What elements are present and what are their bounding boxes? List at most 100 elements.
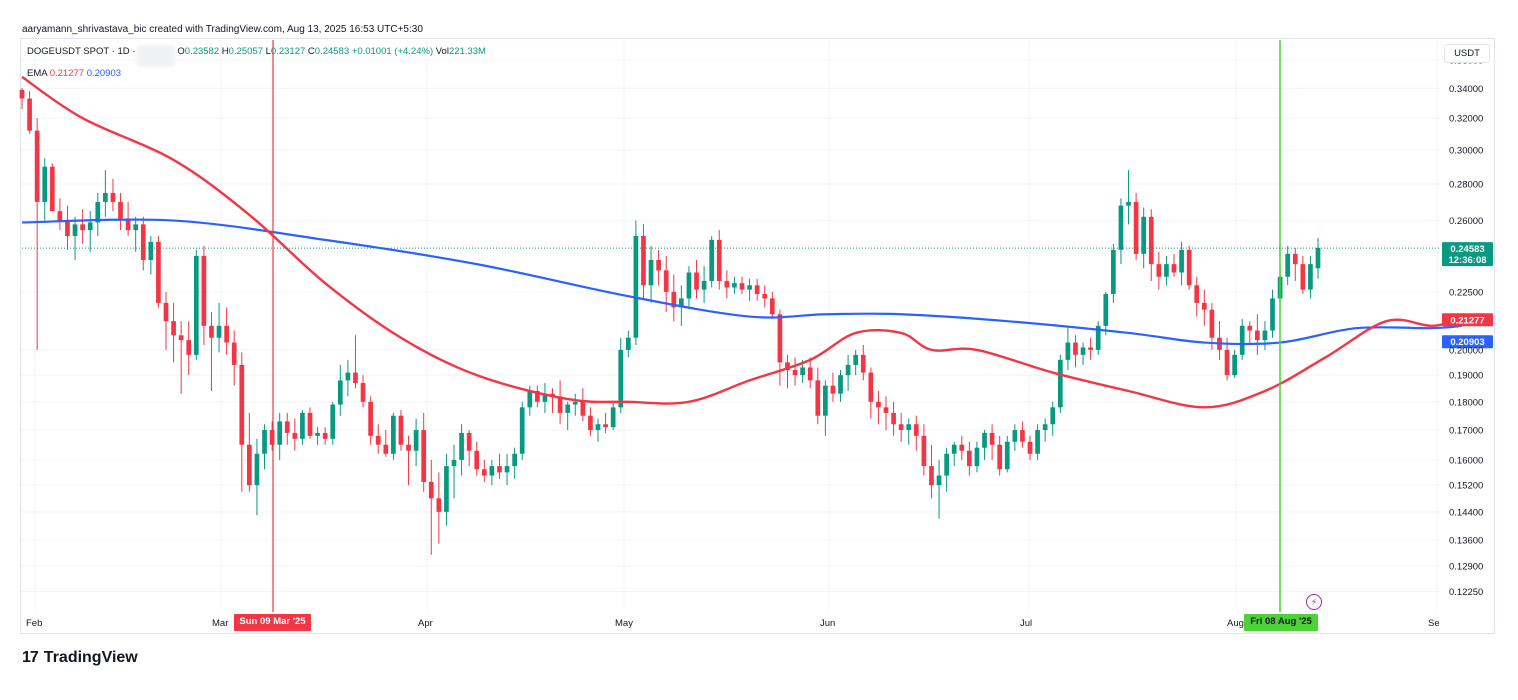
candle-up (709, 235, 715, 288)
candle-down (929, 444, 934, 499)
candle-up (254, 438, 260, 516)
ema1-tag-text: 0.21277 (1450, 315, 1484, 326)
candle-body (542, 393, 548, 402)
candles (19, 88, 1321, 555)
candle-down (171, 302, 176, 363)
candle-body (315, 432, 320, 436)
candle-body (330, 404, 336, 439)
candle-down (1073, 335, 1078, 368)
candle-body (891, 412, 896, 425)
candle-body (451, 459, 457, 467)
candle-body (345, 372, 351, 381)
candle-body (292, 432, 298, 439)
candle-down (118, 192, 123, 231)
date-tag-right-text: Fri 08 Aug '25 (1250, 616, 1312, 627)
candle-up (1080, 342, 1086, 365)
candle-body (1148, 216, 1154, 265)
candle-body (535, 390, 540, 402)
candle-body (1285, 253, 1291, 277)
candle-down (1088, 337, 1093, 360)
candle-body (716, 239, 722, 281)
candle-body (231, 342, 237, 365)
candle-up (701, 266, 707, 303)
candle-up (345, 359, 351, 397)
candle-body (982, 432, 987, 448)
candle-body (95, 201, 101, 223)
candle-body (769, 298, 775, 315)
legend: DOGEUSDT SPOT · 1D · O0.23582 H0.25057 L0… (27, 45, 486, 81)
candle-down (724, 270, 730, 299)
legend-open-label: O (177, 46, 185, 57)
candle-down (1148, 209, 1154, 281)
candle-body (27, 98, 32, 131)
candle-down (1020, 421, 1025, 448)
candle-body (1073, 342, 1078, 355)
candle-body (360, 383, 366, 402)
candle-body (504, 466, 510, 473)
legend-symbol[interactable]: DOGEUSDT SPOT · 1D · (27, 46, 136, 57)
candle-up (1285, 245, 1291, 286)
candle-body (648, 260, 654, 286)
currency-button[interactable]: USDT (1444, 44, 1490, 63)
candle-body (1171, 264, 1177, 273)
candle-up (337, 364, 343, 416)
candle-up (133, 216, 139, 252)
candle-up (648, 245, 654, 303)
ema-blue-line (21, 218, 1463, 346)
candle-up (277, 412, 283, 460)
candle-body (307, 412, 313, 436)
legend-ema-label[interactable]: EMA (27, 68, 48, 79)
candle-body (42, 166, 48, 202)
candle-body (1239, 325, 1245, 355)
candle-body (239, 364, 245, 445)
legend-high-label: H (221, 46, 229, 57)
candle-down (535, 385, 540, 408)
y-tick-label: 0.19000 (1449, 371, 1483, 382)
candle-body (216, 325, 222, 338)
candle-down (1300, 255, 1306, 295)
candle-body (663, 270, 669, 292)
candle-up (1004, 435, 1010, 473)
candle-down (868, 367, 874, 419)
legend-ema1: 0.21277 (49, 68, 85, 79)
candle-down (34, 118, 40, 350)
candle-up (732, 276, 737, 295)
candle-body (428, 481, 434, 499)
candle-body (178, 335, 184, 341)
tv-logo-icon: 17 (22, 649, 39, 666)
candle-down (641, 224, 646, 299)
tradingview-logo[interactable]: 17 TradingView (22, 648, 138, 668)
candle-body (1164, 264, 1169, 277)
candle-body (72, 224, 78, 236)
candle-body (353, 372, 358, 384)
candle-up (95, 192, 101, 236)
candle-down (1217, 321, 1222, 360)
legend-ema2: 0.20903 (86, 68, 122, 79)
candle-up (103, 170, 108, 217)
candle-body (1300, 264, 1306, 290)
candle-body (1042, 424, 1048, 431)
candle-up (504, 453, 510, 486)
author-line: aaryamann_shrivastava_bic created with T… (22, 24, 423, 35)
candle-up (823, 380, 828, 436)
candle-down (110, 178, 116, 212)
candle-body (951, 444, 957, 454)
candle-body (823, 385, 828, 416)
candle-body (474, 450, 480, 470)
grid (21, 40, 1440, 610)
legend-vol: 221.33M (448, 46, 486, 57)
candle-up (1262, 321, 1268, 350)
candle-body (1080, 347, 1086, 355)
candle-up (489, 459, 495, 486)
candle-down (322, 427, 328, 445)
candle-body (807, 367, 813, 381)
candle-body (368, 401, 373, 436)
candle-body (853, 354, 859, 365)
candle-body (876, 401, 881, 408)
candle-up (610, 401, 616, 431)
candle-body (269, 430, 275, 445)
flash-icon[interactable]: ⚡ (1306, 594, 1322, 610)
candle-body (1315, 247, 1321, 269)
candle-body (1027, 441, 1033, 454)
